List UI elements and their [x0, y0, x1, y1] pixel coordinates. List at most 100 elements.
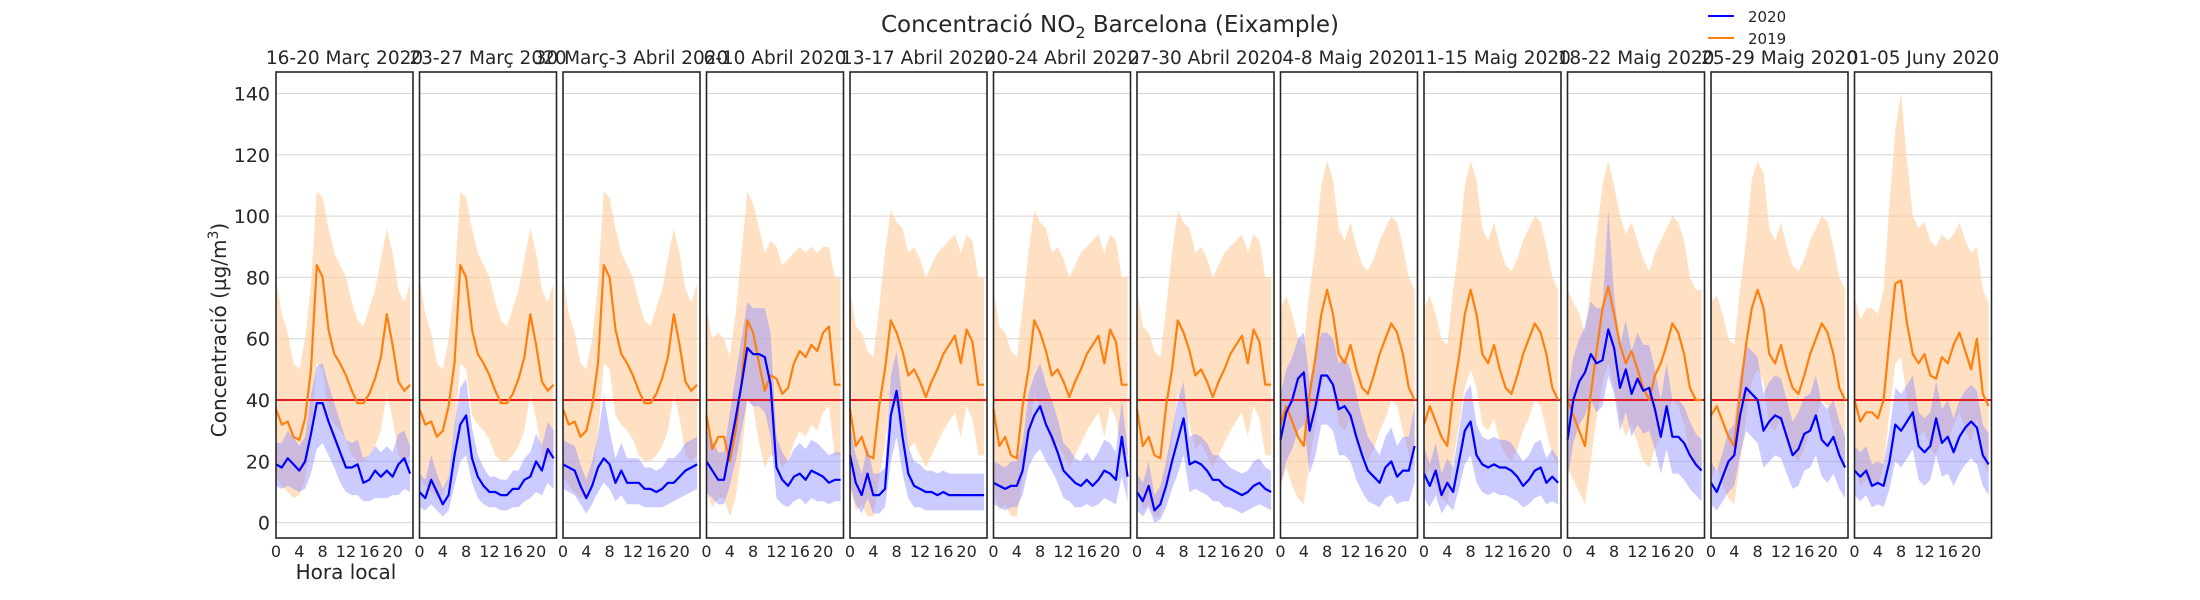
band-2020	[1280, 332, 1415, 508]
y-tick-label: 40	[246, 390, 270, 412]
x-tick-label: 4	[1729, 542, 1739, 561]
x-tick-label: 4	[438, 542, 448, 561]
series-line-2020	[848, 389, 985, 497]
panel-frame	[1423, 71, 1562, 539]
panel-frame	[1136, 71, 1275, 539]
x-tick-label: 16	[1364, 542, 1384, 561]
x-tick-label: 20	[813, 542, 833, 561]
x-tick-label: 12	[1197, 542, 1217, 561]
x-tick-label: 12	[1771, 542, 1791, 561]
panel-frame	[562, 71, 701, 539]
x-tick-label: 12	[910, 542, 930, 561]
x-tick-label: 16	[1507, 542, 1527, 561]
x-tick-label: 20	[526, 542, 546, 561]
series-line-2020	[418, 414, 555, 506]
x-tick-label: 16	[646, 542, 666, 561]
panel-title: 23-27 Març 2020	[409, 48, 566, 69]
legend-label-2020: 2020	[1748, 8, 1786, 26]
y-tick-label: 80	[246, 267, 270, 289]
x-tick-label: 4	[1155, 542, 1165, 561]
x-tick-label: 8	[605, 542, 615, 561]
band-2019	[1567, 160, 1702, 505]
band-2019	[706, 191, 841, 517]
x-tick-label: 0	[1706, 542, 1716, 561]
x-tick-label: 8	[1896, 542, 1906, 561]
series-line-2020	[1136, 417, 1272, 512]
panel-frame	[1710, 71, 1849, 539]
band-2019	[1854, 93, 1989, 486]
series-line-2019	[1853, 279, 1990, 423]
x-tick-label: 8	[748, 542, 758, 561]
x-tick-label: 12	[1914, 542, 1934, 561]
x-tick-label: 12	[1484, 542, 1504, 561]
x-tick-label: 0	[271, 542, 281, 561]
x-tick-label: 4	[294, 542, 304, 561]
y-axis-label: Concentració (µg/m3)	[206, 223, 231, 438]
series-line-2019	[561, 264, 698, 438]
band-2020	[1137, 381, 1272, 523]
x-tick-label: 8	[1035, 542, 1045, 561]
panel-4: 6-10 Abril 2020 0 4 8 12 16 20	[701, 48, 846, 561]
band-2020	[850, 351, 985, 514]
x-tick-label: 0	[558, 542, 568, 561]
panel-title: 18-22 Maig 2020	[1558, 48, 1715, 69]
y-tick-label: 0	[258, 513, 270, 535]
x-tick-label: 8	[318, 542, 328, 561]
series-line-2019	[274, 264, 411, 441]
series-line-2020	[705, 346, 841, 487]
x-tick-label: 8	[1609, 542, 1619, 561]
y-axis-label-superscript: 3	[206, 231, 222, 240]
x-tick-label: 20	[1387, 542, 1407, 561]
panel-frame	[992, 71, 1132, 539]
band-2019	[1280, 160, 1415, 505]
x-tick-label: 8	[1753, 542, 1763, 561]
panel-8: 4-8 Maig 2020 0 4 8 12 16 20	[1275, 48, 1419, 561]
x-tick-label: 0	[1275, 542, 1285, 561]
x-tick-label: 12	[1340, 542, 1360, 561]
x-tick-label: 20	[1817, 542, 1837, 561]
panel-title: 6-10 Abril 2020	[703, 48, 846, 69]
series-line-2019	[1135, 319, 1272, 460]
panel-title: 01-05 Juny 2020	[1847, 48, 1999, 69]
x-tick-label: 12	[623, 542, 643, 561]
series-line-2019	[848, 319, 985, 460]
x-tick-label: 4	[1012, 542, 1022, 561]
panel-frame	[1279, 71, 1419, 539]
x-tick-label: 12	[766, 542, 786, 561]
series-line-2020	[992, 405, 1129, 490]
x-tick-label: 4	[725, 542, 735, 561]
x-tick-label: 20	[1674, 542, 1694, 561]
x-tick-label: 20	[1530, 542, 1550, 561]
series-line-2019	[1566, 285, 1702, 448]
band-2020	[276, 363, 411, 502]
x-tick-label: 16	[1077, 542, 1097, 561]
panel-frame	[849, 71, 988, 539]
x-tick-label: 0	[1562, 542, 1572, 561]
band-2019	[276, 191, 411, 499]
panel-title: 25-29 Maig 2020	[1701, 48, 1858, 69]
series-line-2020	[1853, 411, 1990, 487]
x-tick-label: 0	[701, 542, 711, 561]
x-tick-label: 0	[1132, 542, 1142, 561]
panel-title: 11-15 Maig 2020	[1414, 48, 1571, 69]
panel-title: 27-30 Abril 2020	[1128, 48, 1283, 69]
panel-title: 30 Març-3 Abril 2020	[535, 48, 729, 69]
series-line-2019	[1279, 288, 1416, 448]
panel-frame	[705, 71, 845, 539]
y-tick-label: 140	[234, 83, 270, 105]
panel-12: 01-05 Juny 2020 0 4 8 12 16 20	[1847, 48, 1999, 561]
panel-title: 4-8 Maig 2020	[1282, 48, 1415, 69]
x-tick-label: 8	[1466, 542, 1476, 561]
x-tick-label: 0	[1849, 542, 1859, 561]
x-tick-label: 0	[414, 542, 424, 561]
x-tick-label: 8	[892, 542, 902, 561]
x-tick-label: 0	[845, 542, 855, 561]
band-2020	[1711, 344, 1846, 511]
x-tick-label: 20	[956, 542, 976, 561]
band-2020	[706, 301, 841, 508]
band-2019	[563, 191, 698, 499]
